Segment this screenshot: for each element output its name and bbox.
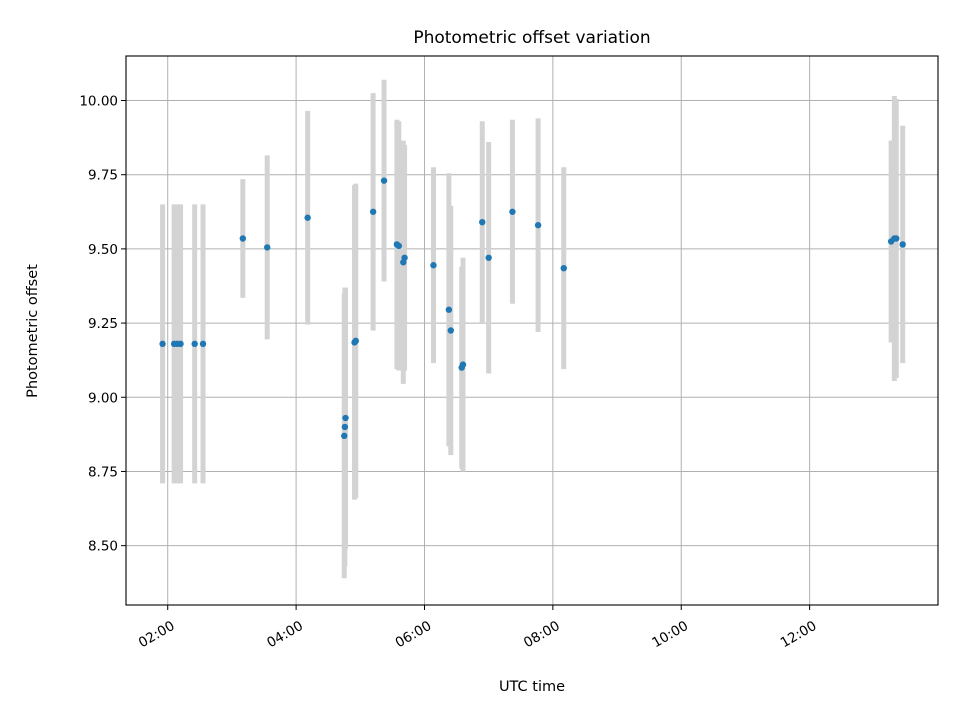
- data-point: [485, 254, 492, 261]
- data-point: [191, 340, 198, 348]
- data-point: [445, 306, 453, 313]
- y-tick-label: 9.50: [88, 242, 118, 258]
- data-point: [177, 340, 184, 348]
- data-point: [199, 340, 207, 348]
- data-point: [264, 244, 271, 251]
- data-point: [239, 235, 247, 242]
- data-point: [479, 218, 486, 226]
- grid-lines: [126, 56, 938, 605]
- y-tick-label: 9.75: [88, 168, 118, 184]
- y-tick-label: 9.00: [88, 390, 118, 406]
- y-tick-label: 8.75: [88, 464, 118, 480]
- data-point: [401, 254, 408, 261]
- y-tick-label: 8.50: [88, 539, 118, 555]
- data-point: [899, 241, 906, 248]
- data-point: [560, 264, 567, 272]
- y-tick-label: 9.25: [88, 316, 118, 332]
- data-point: [341, 432, 348, 440]
- data-point: [304, 214, 311, 221]
- data-point: [893, 235, 900, 242]
- data-point: [459, 361, 467, 368]
- y-tick-label: 10.00: [79, 94, 118, 110]
- plot-area-frame: [125, 55, 939, 606]
- chart-title: Photometric offset variation: [413, 28, 650, 48]
- data-point: [369, 208, 377, 215]
- x-axis-label: UTC time: [499, 679, 565, 695]
- data-point: [341, 423, 349, 431]
- data-point: [509, 208, 516, 215]
- data-point: [447, 327, 454, 334]
- data-point: [430, 262, 437, 269]
- y-axis-label: Photometric offset: [25, 264, 41, 398]
- data-points: [159, 177, 906, 440]
- data-point: [159, 340, 166, 348]
- y-axis-ticks: 8.50 8.75 9.00 9.25 9.50 9.75 10.00: [79, 94, 126, 555]
- data-point: [342, 414, 349, 422]
- data-point: [395, 242, 403, 250]
- data-point: [352, 337, 359, 345]
- data-point: [534, 221, 542, 229]
- data-point: [380, 177, 388, 184]
